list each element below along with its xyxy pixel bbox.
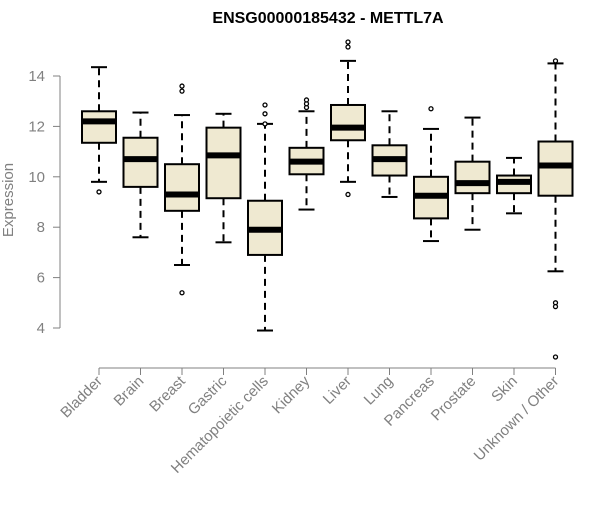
x-tick-label: Brain bbox=[111, 373, 148, 410]
outlier-point bbox=[345, 44, 351, 50]
box-group bbox=[164, 83, 200, 296]
x-tick-label: Lung bbox=[361, 373, 397, 409]
box-group bbox=[496, 156, 532, 215]
outlier-point bbox=[303, 97, 310, 103]
outlier-point bbox=[552, 303, 559, 310]
box-group bbox=[122, 111, 159, 239]
x-tick-label: Breast bbox=[146, 372, 189, 415]
y-tick-label: 6 bbox=[37, 270, 45, 287]
x-tick-label: Liver bbox=[320, 373, 355, 408]
x-tick-label: Skin bbox=[488, 373, 521, 406]
outlier-point bbox=[345, 39, 351, 45]
y-tick-label: 8 bbox=[37, 219, 45, 236]
outlier-point bbox=[262, 111, 268, 117]
x-tick-label: Bladder bbox=[57, 373, 106, 422]
outlier-point bbox=[179, 290, 185, 296]
outlier-point bbox=[262, 121, 268, 127]
y-axis-title: Expression bbox=[0, 163, 17, 237]
outlier-point bbox=[179, 88, 185, 94]
box-group bbox=[288, 97, 325, 211]
box-iqr bbox=[537, 140, 574, 197]
outlier-point bbox=[96, 189, 102, 195]
box-iqr bbox=[164, 163, 200, 212]
outlier-point bbox=[428, 106, 434, 112]
y-axis: 4 6 8 10 12 14 bbox=[28, 68, 61, 337]
outlier-point bbox=[179, 83, 185, 89]
box-iqr bbox=[205, 126, 242, 200]
outlier-point bbox=[552, 58, 559, 64]
y-tick-label: 10 bbox=[28, 169, 45, 186]
box-group bbox=[205, 112, 242, 244]
box-iqr bbox=[330, 103, 366, 142]
chart-title: ENSG00000185432 - METTL7A bbox=[212, 10, 444, 27]
box-group bbox=[371, 110, 408, 198]
y-tick-label: 4 bbox=[37, 320, 45, 337]
boxes bbox=[81, 39, 574, 360]
x-tick-label: Prostate bbox=[428, 373, 480, 425]
box-group bbox=[537, 58, 574, 360]
y-tick-label: 12 bbox=[28, 118, 45, 135]
y-tick-label: 14 bbox=[28, 68, 45, 85]
outlier-point bbox=[552, 354, 559, 360]
box-group bbox=[413, 106, 449, 243]
box-group bbox=[454, 116, 491, 231]
box-iqr bbox=[454, 160, 491, 195]
box-group bbox=[330, 39, 366, 198]
box-group bbox=[247, 102, 283, 332]
box-iqr bbox=[122, 136, 159, 188]
x-tick-label: Kidney bbox=[269, 372, 314, 417]
box-group bbox=[81, 66, 117, 195]
box-iqr bbox=[81, 110, 117, 144]
outlier-point bbox=[345, 191, 351, 198]
outlier-point bbox=[262, 102, 268, 108]
